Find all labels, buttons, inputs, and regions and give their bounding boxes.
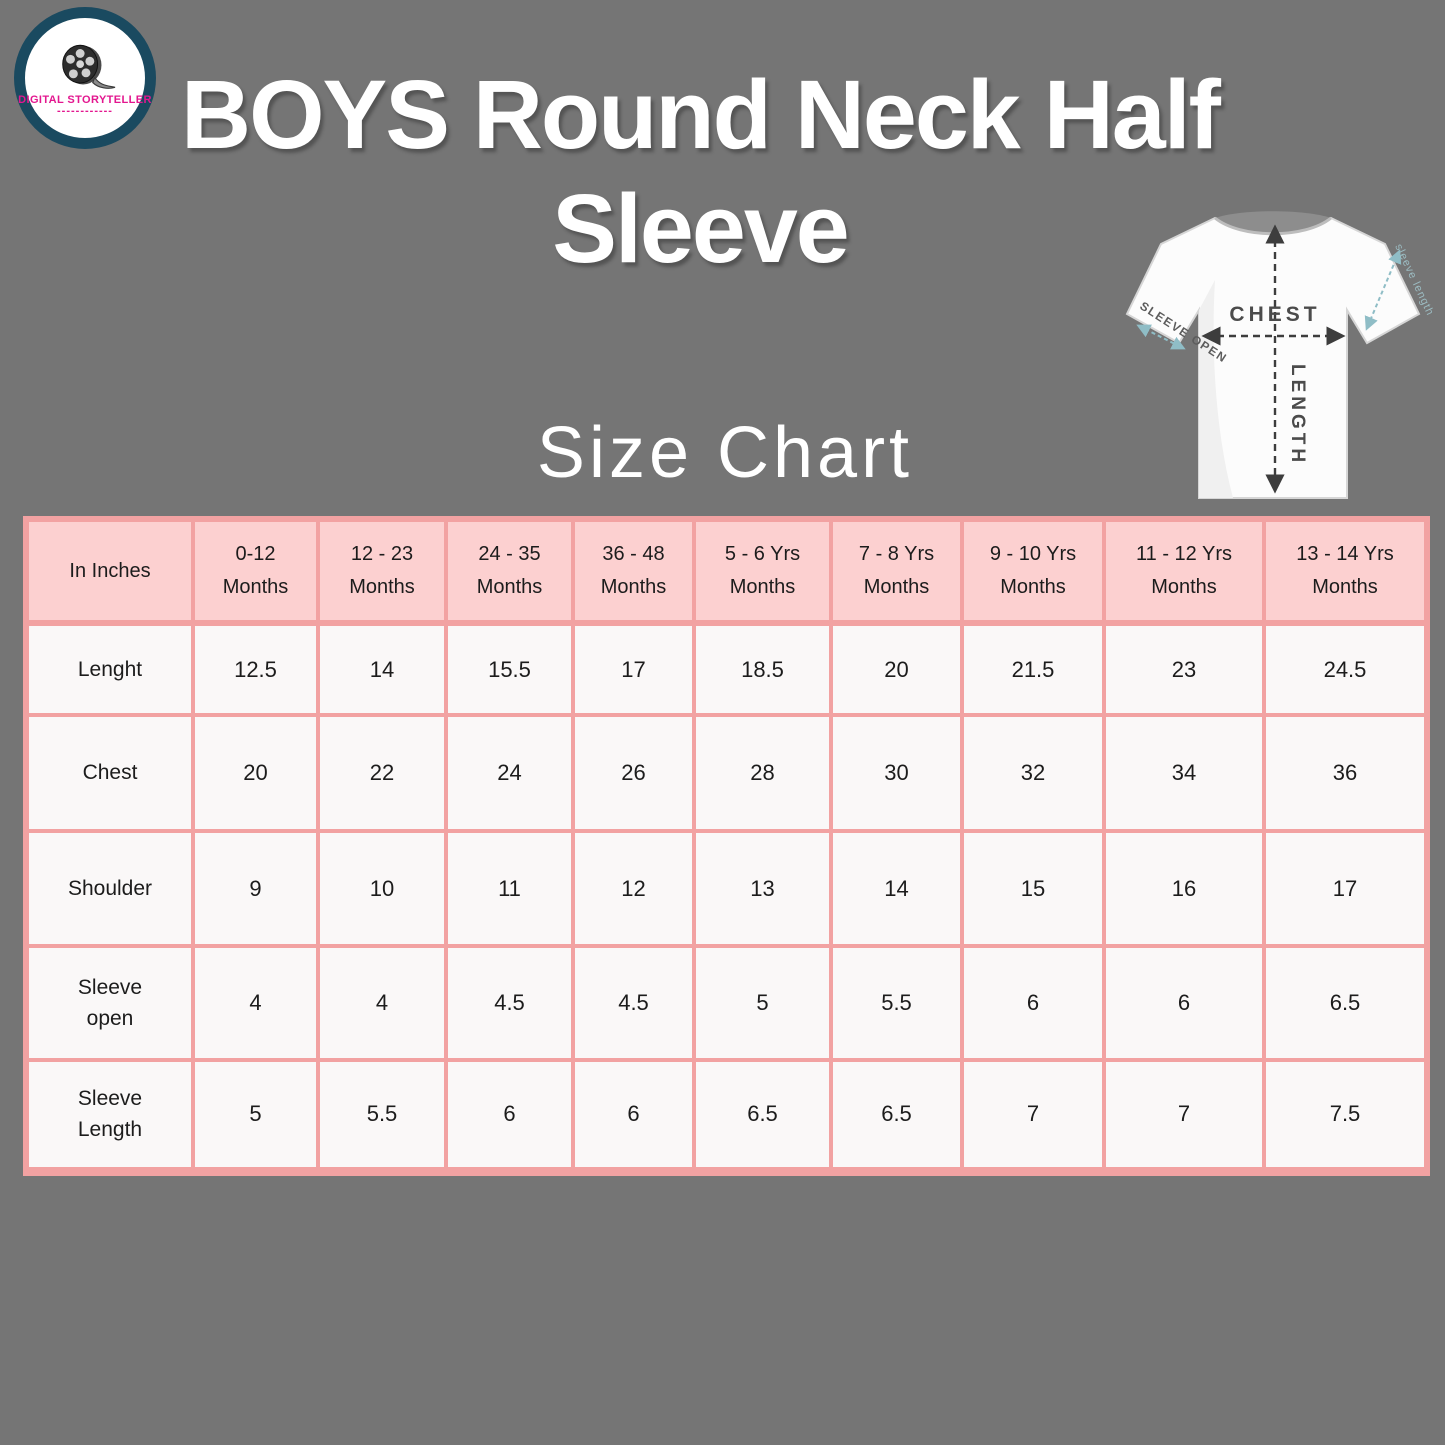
column-header: 12 - 23 Months (316, 517, 448, 626)
size-value-cell: 26 (571, 713, 696, 833)
tshirt-shape (1125, 211, 1421, 499)
page-title-line1: BOYS Round Neck Half (181, 60, 1221, 169)
row-header: Chest (24, 713, 195, 833)
size-value-cell: 4 (191, 944, 320, 1062)
chest-label: CHEST (1229, 303, 1320, 326)
size-value-cell: 30 (829, 713, 964, 833)
brand-underline: ------------ (57, 104, 113, 117)
table-row: Shoulder 9 10 11 12 13 14 15 16 17 (24, 829, 1429, 948)
size-chart-heading: Size Chart (536, 413, 914, 493)
table-row: Lenght 12.5 14 15.5 17 18.5 20 21.5 23 24.5 (24, 621, 1429, 717)
size-value-cell: 13 (692, 829, 833, 948)
size-value-cell: 24.5 (1262, 621, 1429, 717)
size-value-cell: 17 (1262, 829, 1429, 948)
size-value-cell: 6 (571, 1058, 696, 1173)
size-value-cell: 34 (1102, 713, 1266, 833)
size-value-cell: 6 (960, 944, 1106, 1062)
table-row: Sleeve open 4 4 4.5 4.5 5 5.5 6 6 6.5 (24, 944, 1429, 1062)
size-value-cell: 24 (444, 713, 575, 833)
row-header: Sleeve Length (24, 1058, 195, 1173)
size-value-cell: 5.5 (316, 1058, 448, 1173)
tshirt-measurement-image: CHEST LENGTH SLEEVE OPEN sleeve length (1125, 211, 1436, 499)
row-header: Shoulder (24, 829, 195, 948)
size-value-cell: 6 (1102, 944, 1266, 1062)
size-value-cell: 4.5 (444, 944, 575, 1062)
size-value-cell: 36 (1262, 713, 1429, 833)
column-header: 11 - 12 Yrs Months (1102, 517, 1266, 626)
size-value-cell: 7.5 (1262, 1058, 1429, 1173)
size-value-cell: 16 (1102, 829, 1266, 948)
column-header: 13 - 14 Yrs Months (1262, 517, 1429, 626)
sleeve-open-arrow (1136, 324, 1186, 350)
table-row: Chest 20 22 24 26 28 30 32 34 36 (24, 713, 1429, 833)
page-title-line2: Sleeve (552, 174, 849, 284)
size-value-cell: 4 (316, 944, 448, 1062)
size-value-cell: 28 (692, 713, 833, 833)
size-value-cell: 10 (316, 829, 448, 948)
length-label: LENGTH (1287, 364, 1308, 466)
row-header: Sleeve open (24, 944, 195, 1062)
size-value-cell: 6.5 (829, 1058, 964, 1173)
brand-name: DIGITAL STORYTELLER (18, 93, 152, 106)
size-value-cell: 23 (1102, 621, 1266, 717)
size-value-cell: 22 (316, 713, 448, 833)
table-row: Sleeve Length 5 5.5 6 6 6.5 6.5 7 7 7.5 (24, 1058, 1429, 1173)
column-header: 7 - 8 Yrs Months (829, 517, 964, 626)
column-header: 36 - 48 Months (571, 517, 696, 626)
size-value-cell: 12.5 (191, 621, 320, 717)
size-value-cell: 32 (960, 713, 1106, 833)
size-table-body: Lenght 12.5 14 15.5 17 18.5 20 21.5 23 24.5 Chest 2… (24, 621, 1429, 1173)
size-value-cell: 7 (1102, 1058, 1266, 1173)
size-value-cell: 14 (316, 621, 448, 717)
size-value-cell: 7 (960, 1058, 1106, 1173)
size-value-cell: 20 (191, 713, 320, 833)
size-value-cell: 6.5 (1262, 944, 1429, 1062)
page-title: BOYS Round Neck Half Sleeve (0, 58, 1400, 287)
size-value-cell: 6.5 (692, 1058, 833, 1173)
size-chart-table: In Inches 0-12 Months 12 - 23 Months 24 - 3… (23, 516, 1430, 1176)
brand-logo: DIGITAL STORYTELLER ------------ (14, 7, 156, 149)
size-value-cell: 4.5 (571, 944, 696, 1062)
size-value-cell: 6 (444, 1058, 575, 1173)
size-value-cell: 12 (571, 829, 696, 948)
size-value-cell: 15 (960, 829, 1106, 948)
column-header: 9 - 10 Yrs Months (960, 517, 1106, 626)
column-header: 0-12 Months (191, 517, 320, 626)
size-value-cell: 11 (444, 829, 575, 948)
size-value-cell: 17 (571, 621, 696, 717)
row-header: Lenght (24, 621, 195, 717)
column-header-units: In Inches (24, 517, 195, 626)
size-value-cell: 9 (191, 829, 320, 948)
size-value-cell: 5.5 (829, 944, 964, 1062)
size-value-cell: 18.5 (692, 621, 833, 717)
column-header: 24 - 35 Months (444, 517, 575, 626)
size-value-cell: 20 (829, 621, 964, 717)
film-reel-icon (62, 44, 116, 89)
size-value-cell: 5 (191, 1058, 320, 1173)
size-value-cell: 15.5 (444, 621, 575, 717)
size-value-cell: 14 (829, 829, 964, 948)
column-header: 5 - 6 Yrs Months (692, 517, 833, 626)
size-value-cell: 21.5 (960, 621, 1106, 717)
size-value-cell: 5 (692, 944, 833, 1062)
size-table-header: In Inches 0-12 Months 12 - 23 Months 24 - 3… (24, 517, 1429, 626)
